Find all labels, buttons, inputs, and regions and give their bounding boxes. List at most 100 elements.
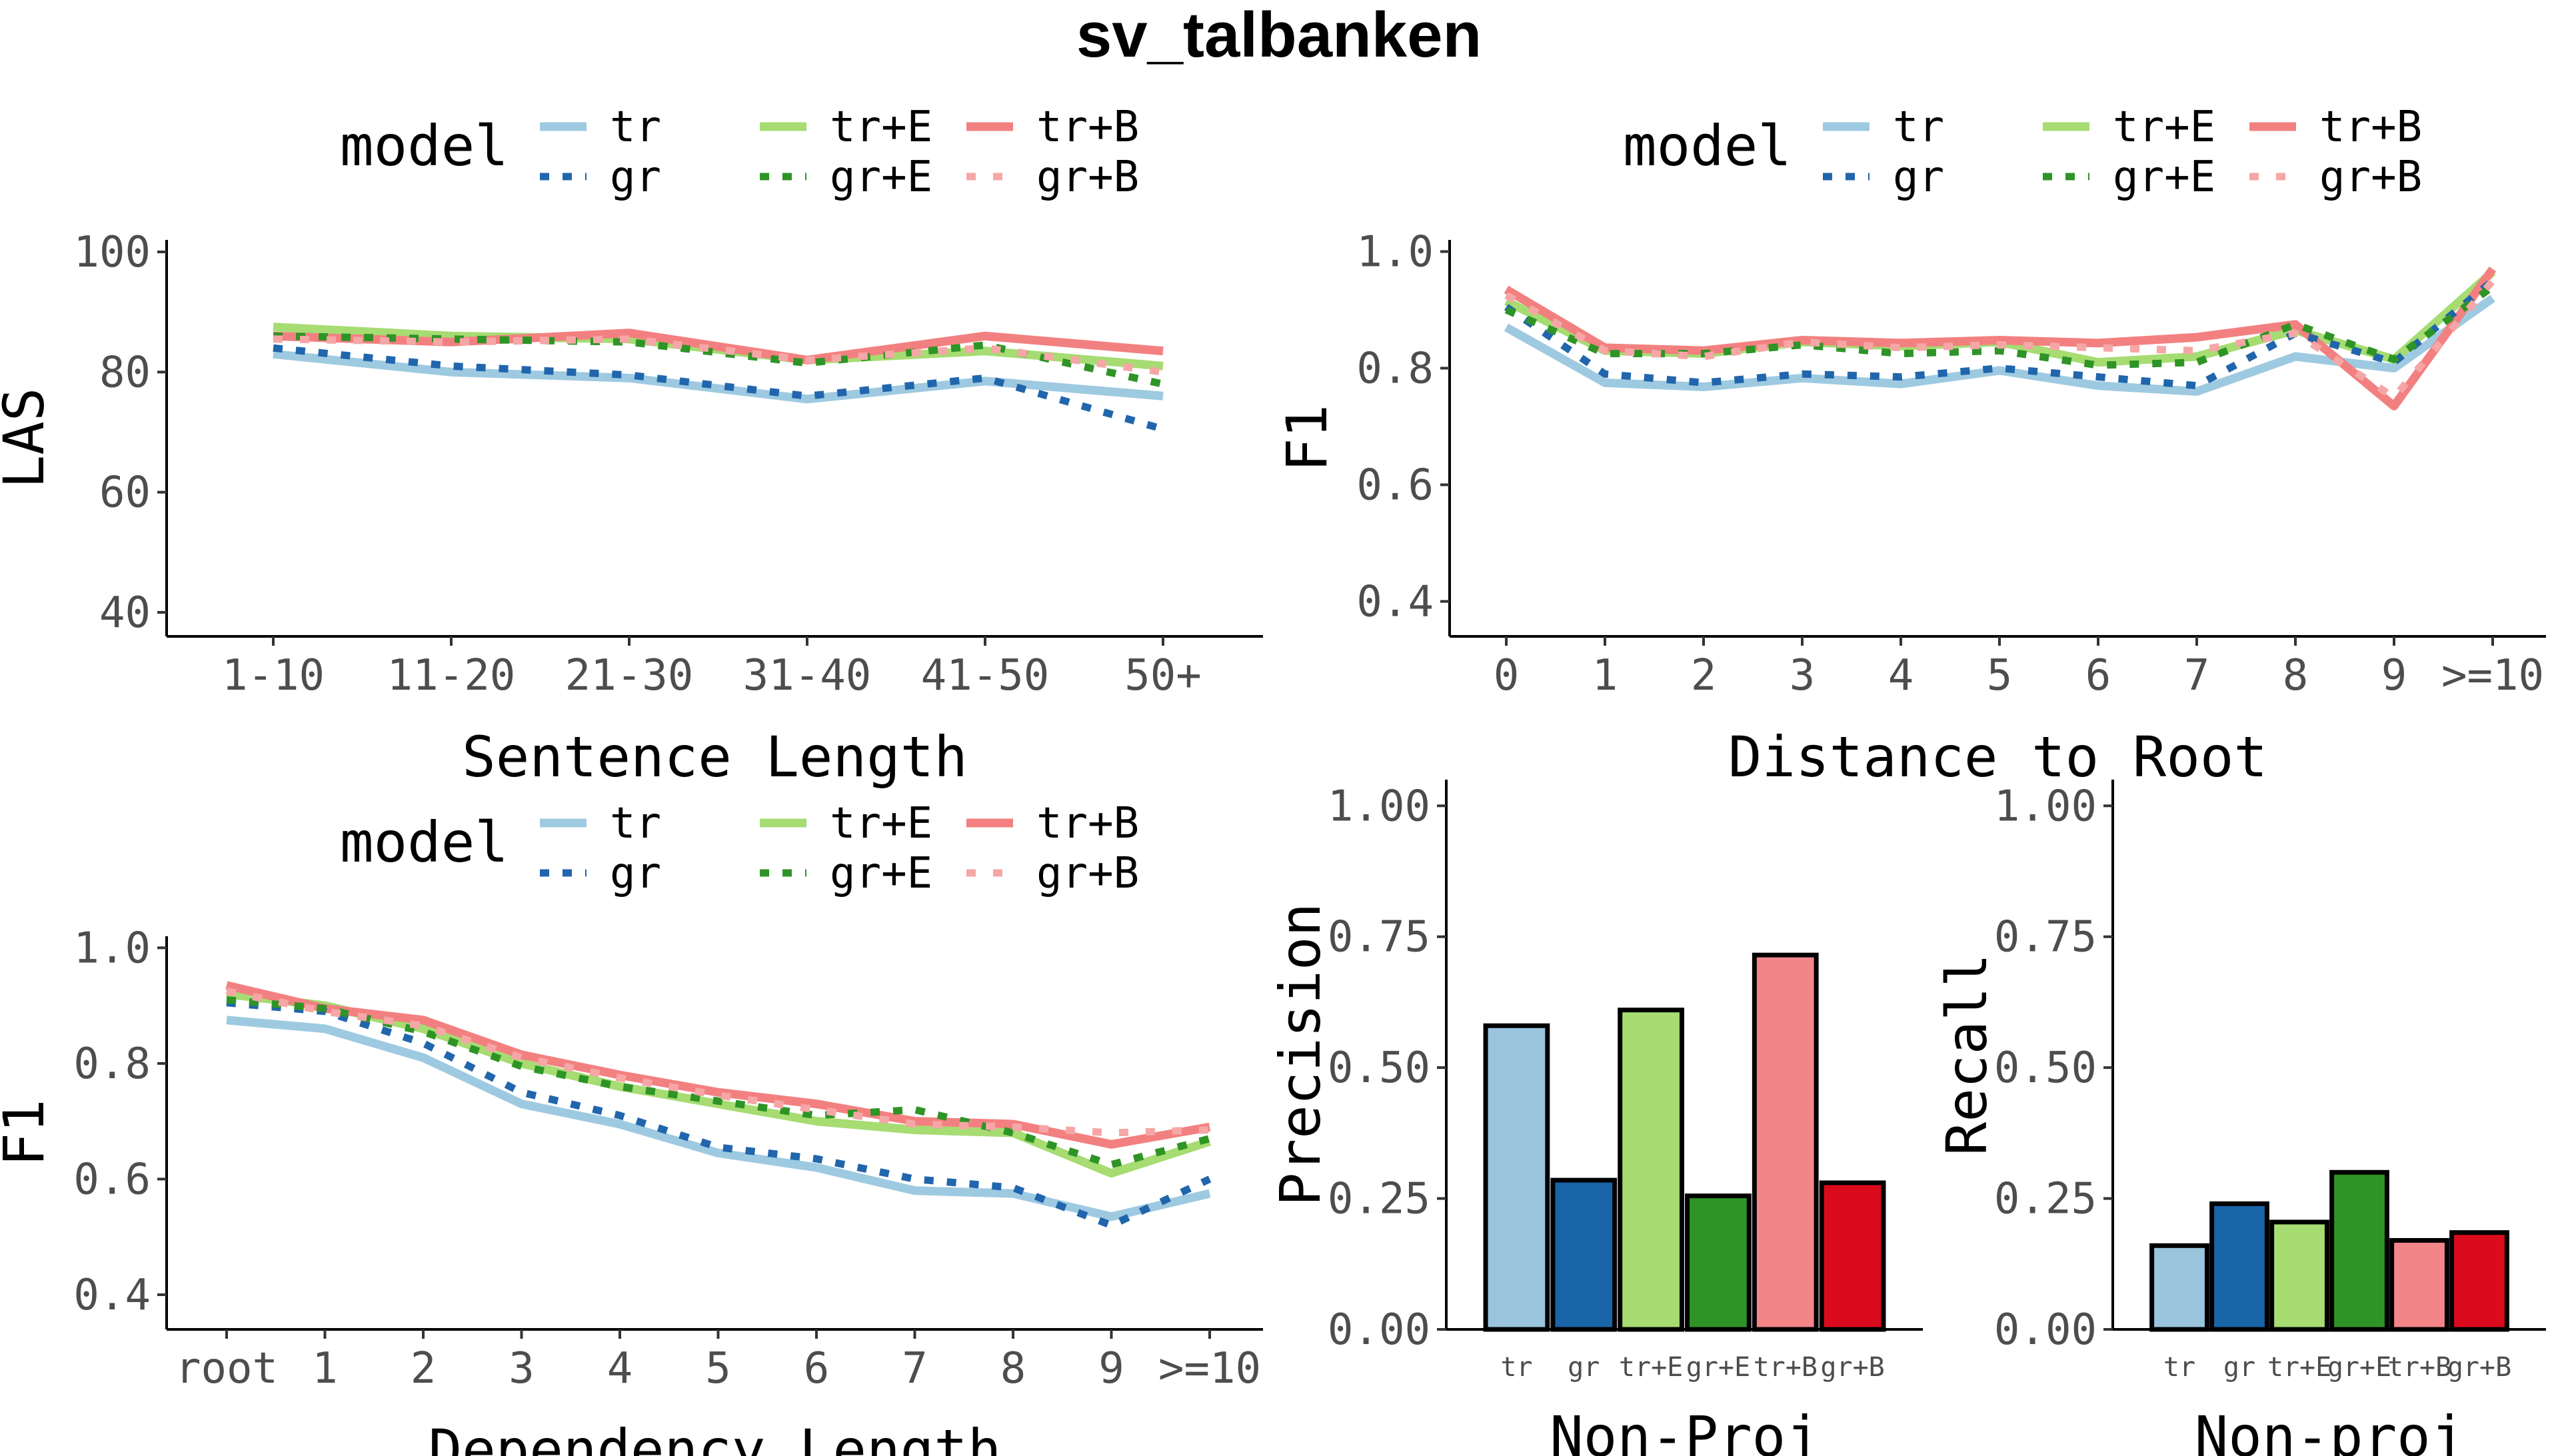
x-tick-label: >=10: [1158, 1344, 1261, 1393]
bar-gr: [1550, 1177, 1618, 1332]
x-tick-label: gr: [2223, 1352, 2255, 1383]
x-tick-label: tr+E: [1619, 1352, 1683, 1383]
x-tick-label: 1: [312, 1344, 338, 1393]
y-tick-label: 60: [99, 468, 151, 518]
y-axis-label: F1: [0, 1099, 57, 1166]
y-tick-label: 0.6: [73, 1155, 151, 1204]
x-tick-label: 41-50: [921, 651, 1050, 700]
legends: model tr tr+E tr+B gr gr+E gr+B model tr tr+E tr+B…: [340, 103, 2422, 898]
bar-gr-plus-E: [1685, 1193, 1752, 1332]
x-tick-label: gr+E: [2327, 1352, 2391, 1383]
legend-item-gr-plus-E: gr+E: [2043, 153, 2215, 202]
x-tick-label: 9: [2381, 651, 2407, 700]
x-tick-label: 4: [607, 1344, 633, 1393]
legend-item-tr: tr: [1823, 103, 1944, 152]
x-tick-label: gr+B: [2447, 1352, 2511, 1383]
legend-label: gr+E: [830, 849, 932, 898]
y-tick-label: 1.00: [1328, 782, 1430, 831]
legend-item-tr-plus-E: tr+E: [760, 103, 932, 152]
legend-item-tr: tr: [540, 103, 661, 152]
x-axis-label: Non-Proj: [1550, 1404, 1820, 1456]
legend-label: tr+B: [1036, 103, 1139, 152]
legend-item-tr-plus-B: tr+B: [2249, 103, 2422, 152]
y-tick-label: 0.00: [1994, 1305, 2097, 1355]
x-tick-label: 3: [1790, 651, 1816, 700]
legend-item-gr: gr: [540, 849, 661, 898]
legend-label: tr: [1893, 103, 1944, 152]
x-tick-label: tr: [2163, 1352, 2195, 1383]
legend-label: tr+E: [830, 799, 932, 848]
y-tick-label: 0.00: [1328, 1305, 1430, 1355]
x-tick-label: 9: [1098, 1344, 1124, 1393]
y-tick-label: 0.25: [1994, 1175, 2097, 1224]
y-tick-label: 0.4: [1356, 578, 1434, 627]
y-tick-label: 0.75: [1994, 913, 2097, 962]
y-tick-label: 40: [99, 588, 151, 638]
chart-nonproj-precision: 0.00 0.25 0.50 0.75 1.00 Precision Non-Proj tr g…: [1268, 780, 1923, 1456]
legend-label: tr: [610, 799, 661, 848]
bar-tr: [2149, 1243, 2209, 1332]
chart-dependency-length: 0.4 0.6 0.8 1.0 F1 Dependency Length root 1 2 3 4 5…: [0, 924, 1263, 1456]
legend-item-gr-plus-E: gr+E: [760, 849, 932, 898]
series-line-gr: [1504, 278, 2495, 390]
legend-label: gr: [1893, 153, 1944, 202]
x-tick-label: 5: [705, 1344, 731, 1393]
legend-item-tr-plus-E: tr+E: [2043, 103, 2215, 152]
y-axis-label: Recall: [1934, 954, 1999, 1155]
series-line-gr-plus-B: [225, 988, 1210, 1137]
bar-tr-plus-B: [1752, 952, 1819, 1332]
bar-tr-plus-E: [1618, 1008, 1684, 1332]
x-tick-label: 21-30: [565, 651, 694, 700]
legend-title: model: [340, 810, 509, 875]
x-tick-label: 4: [1888, 651, 1914, 700]
legend: model tr tr+E tr+B gr gr+E gr+B: [340, 103, 1139, 202]
chart-sentence-length: 40 60 80 100 LAS Sentence Length 1-10 11-20 21-3…: [0, 228, 1263, 790]
legend-label: tr+E: [2113, 103, 2215, 152]
bar-tr-plus-E: [2269, 1219, 2329, 1332]
series-line-tr-plus-B: [273, 329, 1164, 364]
x-tick-label: tr: [1500, 1352, 1532, 1383]
legend-item-gr-plus-E: gr+E: [760, 153, 932, 202]
y-tick-label: 0.50: [1994, 1044, 2097, 1093]
x-tick-label: tr+B: [2387, 1352, 2451, 1383]
y-tick-label: 0.4: [73, 1271, 151, 1320]
x-tick-label: tr+E: [2267, 1352, 2331, 1383]
bar-gr-plus-E: [2329, 1169, 2389, 1332]
x-tick-label: 0: [1494, 651, 1520, 700]
bar-gr: [2209, 1201, 2269, 1332]
series-line-tr-plus-E: [226, 990, 1212, 1178]
legend-item-gr-plus-B: gr+B: [2249, 153, 2422, 202]
y-tick-label: 1.0: [73, 924, 151, 973]
legend-title: model: [340, 113, 509, 179]
x-tick-label: 2: [411, 1344, 437, 1393]
legend-label: gr+E: [2113, 153, 2215, 202]
series-line-tr: [273, 349, 1164, 404]
x-tick-label: 5: [1987, 651, 2013, 700]
legend: model tr tr+E tr+B gr gr+E gr+B: [340, 799, 1139, 898]
legend-item-gr: gr: [540, 153, 661, 202]
legend-label: tr: [610, 103, 661, 152]
figure-title: sv_talbanken: [1076, 0, 1482, 71]
legend-item-tr-plus-B: tr+B: [966, 103, 1139, 152]
bar-tr-plus-B: [2389, 1237, 2449, 1332]
bar-gr-plus-B: [1819, 1180, 1886, 1332]
x-tick-label: 1: [1592, 651, 1618, 700]
series-line-tr-plus-B: [1504, 266, 2497, 410]
x-axis-label: Dependency Length: [429, 1417, 1002, 1456]
x-axis-label: Distance to Root: [1728, 724, 2267, 790]
y-tick-label: 1.00: [1994, 782, 2097, 831]
x-tick-label: 50+: [1124, 651, 1202, 700]
bar-tr: [1483, 1023, 1550, 1332]
bar-gr-plus-B: [2449, 1230, 2509, 1332]
legend-label: gr+B: [2319, 153, 2422, 202]
legend: model tr tr+E tr+B gr gr+E gr+B: [1623, 103, 2422, 202]
y-tick-label: 0.25: [1328, 1175, 1430, 1224]
legend-label: gr+E: [830, 153, 932, 202]
legend-label: tr+E: [830, 103, 932, 152]
series-line-tr-plus-B: [225, 981, 1211, 1149]
x-tick-label: 2: [1691, 651, 1717, 700]
y-tick-label: 0.8: [73, 1040, 151, 1089]
